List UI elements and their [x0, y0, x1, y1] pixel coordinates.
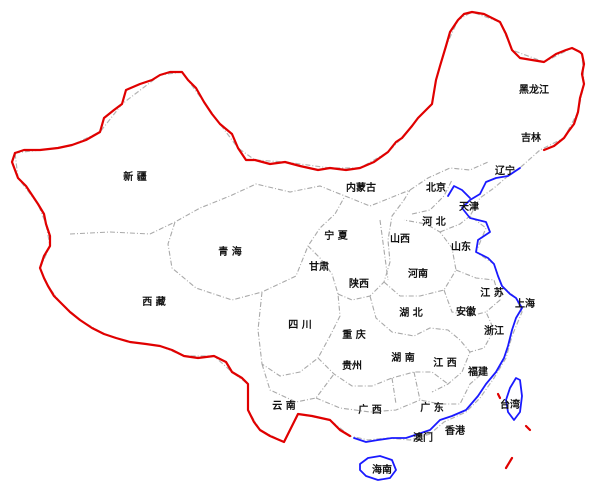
- label-xianggang[interactable]: 香港: [445, 424, 466, 437]
- label-taiwan[interactable]: 台湾: [500, 398, 520, 411]
- label-shaanxi[interactable]: 陕西: [349, 277, 369, 290]
- province-borders: [69, 161, 501, 413]
- mainland-china-area: [14, 11, 585, 443]
- label-hebei[interactable]: 河 北: [422, 215, 445, 228]
- label-beijing[interactable]: 北京: [426, 181, 446, 194]
- label-aomen[interactable]: 澳门: [413, 431, 433, 444]
- label-jiangsu[interactable]: 江 苏: [480, 286, 503, 299]
- label-guizhou[interactable]: 贵州: [342, 359, 362, 372]
- label-chongqing[interactable]: 重 庆: [342, 328, 365, 341]
- label-tianjin[interactable]: 天津: [459, 200, 479, 213]
- coastline-liaodong: [447, 185, 471, 199]
- maritime-dash-3: [496, 392, 502, 400]
- label-anhui[interactable]: 安徽: [456, 305, 477, 318]
- label-fujian[interactable]: 福建: [467, 365, 489, 378]
- label-guangdong[interactable]: 广 东: [420, 401, 443, 414]
- coastline-bohai: [353, 167, 523, 443]
- label-shandong[interactable]: 山东: [451, 240, 471, 253]
- label-sichuan[interactable]: 四 川: [288, 319, 311, 331]
- label-henan[interactable]: 河南: [408, 267, 428, 280]
- label-zhejiang[interactable]: 浙江: [484, 324, 504, 337]
- label-heilongjiang[interactable]: 黑龙江: [519, 83, 549, 96]
- land-border-north-west: [13, 10, 586, 172]
- label-ningxia[interactable]: 宁 夏: [324, 229, 348, 242]
- label-xinjiang[interactable]: 新 疆: [123, 170, 146, 183]
- land-border-south-west: [10, 151, 352, 444]
- label-hunan[interactable]: 湖 南: [391, 351, 414, 364]
- coastline-hainan: [359, 455, 397, 481]
- label-yunnan[interactable]: 云 南: [272, 399, 295, 412]
- label-qinghai[interactable]: 青 海: [218, 245, 241, 258]
- label-guangxi[interactable]: 广 西: [358, 403, 381, 416]
- label-gansu[interactable]: 甘肃: [309, 260, 329, 273]
- label-shanghai[interactable]: 上海: [515, 297, 535, 310]
- label-jiangxi[interactable]: 江 西: [433, 356, 456, 369]
- label-jilin[interactable]: 吉林: [521, 131, 542, 144]
- label-xizang[interactable]: 西 藏: [142, 295, 165, 308]
- label-shanxi[interactable]: 山西: [390, 232, 410, 245]
- coastline-taiwan: [505, 377, 523, 421]
- maritime-dash-2: [504, 456, 514, 470]
- label-hainan[interactable]: 海南: [372, 463, 392, 476]
- maritime-dash-1: [524, 424, 532, 432]
- label-hubei[interactable]: 湖 北: [399, 306, 422, 319]
- label-liaoning[interactable]: 辽宁: [495, 164, 515, 177]
- label-neimenggu[interactable]: 内蒙古: [346, 181, 376, 194]
